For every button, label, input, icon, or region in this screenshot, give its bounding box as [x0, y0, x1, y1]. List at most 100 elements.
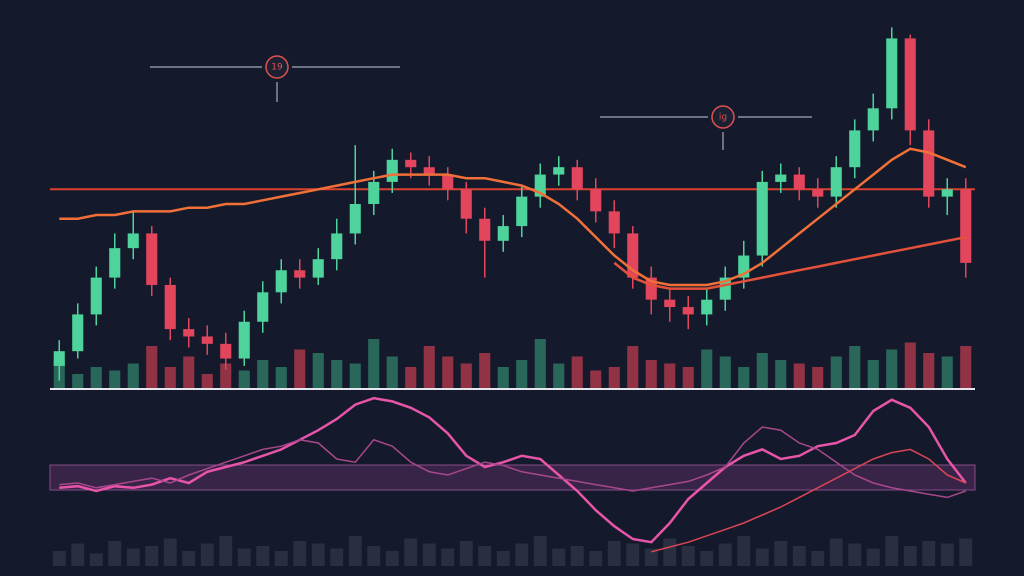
candle-body — [368, 181, 380, 204]
oscillator-volume-bar — [718, 543, 732, 566]
oscillator-volume-bar — [71, 543, 85, 566]
volume-bar — [553, 363, 565, 388]
oscillator-volume-bar — [219, 536, 233, 566]
candle-body — [719, 277, 731, 300]
oscillator-volume-bar — [89, 553, 103, 566]
volume-bar — [109, 370, 121, 388]
volume-bar — [960, 346, 972, 388]
oscillator-volume-bar — [811, 551, 825, 566]
candle-body — [127, 233, 139, 249]
candle-body — [238, 321, 250, 359]
candle-body — [349, 204, 361, 234]
volume-bar — [294, 349, 306, 388]
oscillator-volume-bar — [885, 536, 899, 566]
oscillator-line — [59, 426, 967, 499]
volume-bar — [72, 374, 84, 388]
candle-body — [201, 336, 213, 344]
oscillator-volume-bar — [441, 548, 455, 566]
oscillator-volume-bar — [459, 541, 473, 566]
oscillator-volume-bar — [681, 546, 695, 566]
moving-average — [59, 147, 967, 287]
oscillator-volume-bar — [792, 546, 806, 566]
volume-bar — [627, 346, 639, 388]
candle-body — [516, 196, 528, 227]
candle-body — [386, 159, 398, 182]
oscillator-volume-bar — [274, 551, 288, 566]
volume-bar — [534, 339, 546, 388]
volume-bar — [238, 370, 250, 388]
volume-bar — [312, 353, 324, 388]
oscillator-volume-bar — [829, 538, 843, 566]
oscillator-volume-bar — [663, 538, 677, 566]
oscillator-volume-bar — [848, 543, 862, 566]
volume-bar — [886, 349, 898, 388]
oscillator-volume-bar — [422, 543, 436, 566]
volume-bar — [405, 367, 417, 388]
oscillator-volume-bar — [737, 536, 751, 566]
oscillator-volume-bar — [700, 551, 714, 566]
oscillator-volume-bar — [644, 548, 658, 566]
oscillator-volume-bar — [163, 538, 177, 566]
volume-bar — [830, 356, 842, 388]
oscillator-volume-bar — [533, 536, 547, 566]
candle-body — [164, 284, 176, 330]
volume-bar — [275, 367, 287, 388]
oscillator-volume-bar — [330, 548, 344, 566]
volume-bar — [775, 360, 787, 388]
volume-bar — [164, 367, 176, 388]
volume-bar — [368, 339, 380, 388]
oscillator-volume-bar — [256, 546, 270, 566]
volume-bar — [664, 363, 676, 388]
candle-body — [53, 351, 65, 366]
volume-bar — [793, 363, 805, 388]
volume-bar — [90, 367, 102, 388]
oscillator-volume-bar — [311, 543, 325, 566]
candle-body — [886, 38, 898, 109]
oscillator-volume-bar — [52, 551, 66, 566]
candle-body — [275, 270, 287, 293]
volume-bar — [257, 360, 269, 388]
candle-body — [904, 38, 916, 131]
candle-body — [257, 292, 269, 322]
volume-bar — [719, 356, 731, 388]
candle-body — [738, 255, 750, 278]
oscillator-volume-bar — [774, 541, 788, 566]
oscillator-volume-bar — [589, 551, 603, 566]
candle-body — [830, 167, 842, 197]
candle-body — [72, 314, 84, 352]
oscillator-volume-bar — [478, 546, 492, 566]
oscillator-volume-bar — [385, 551, 399, 566]
candle-body — [812, 189, 824, 197]
candle-body — [331, 233, 343, 260]
oscillator-volume-bar — [182, 551, 196, 566]
oscillator-volume-bar — [940, 543, 954, 566]
candle-body — [608, 211, 620, 234]
candle-body — [627, 233, 639, 278]
volume-bar — [608, 367, 620, 388]
volume-bar — [423, 346, 435, 388]
oscillator-volume-bar — [404, 538, 418, 566]
volume-bar — [127, 363, 139, 388]
oscillator-volume-bar — [126, 548, 140, 566]
annotation-label: ig — [719, 113, 727, 123]
candle-body — [645, 277, 657, 300]
oscillator-volume-bar — [959, 538, 973, 566]
candle-body — [423, 167, 435, 175]
volume-bar — [590, 370, 602, 388]
oscillator-volume-bar — [108, 541, 122, 566]
volume-bar — [386, 356, 398, 388]
moving-average — [613, 235, 967, 290]
volume-bar — [479, 353, 491, 388]
oscillator-volume-bar — [903, 546, 917, 566]
candle-body — [460, 189, 472, 219]
volume-bar — [220, 363, 232, 388]
candle-body — [941, 189, 953, 197]
candle-body — [109, 248, 121, 278]
volume-bar — [497, 367, 509, 388]
volume-bar — [571, 356, 583, 388]
candle-body — [682, 307, 694, 315]
candle-body — [220, 343, 232, 359]
volume-bar — [867, 360, 879, 388]
volume-bar — [682, 367, 694, 388]
